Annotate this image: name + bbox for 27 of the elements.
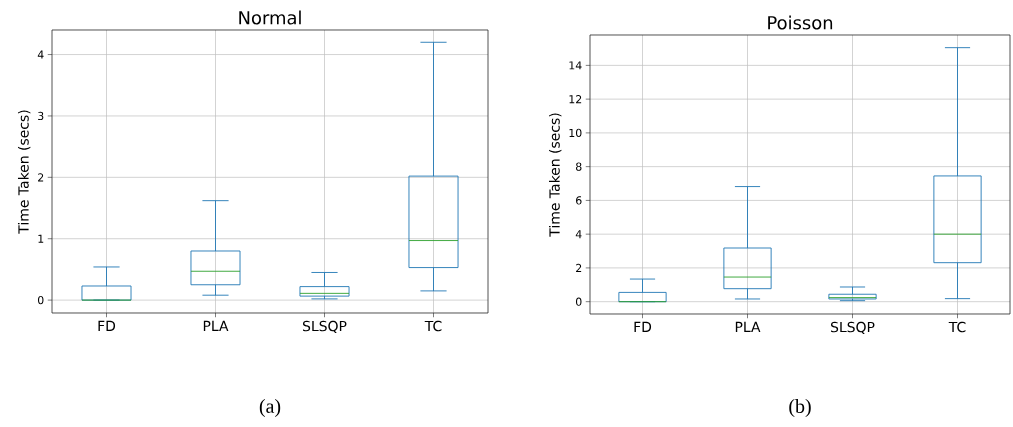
text: (a) [259, 398, 281, 418]
x-tick-label: FD [634, 321, 652, 332]
y-tick-label: 10 [569, 128, 582, 138]
x-tick-label: TC [424, 320, 442, 332]
chart-title: Poisson [768, 15, 833, 30]
y-tick-label: 12 [569, 95, 582, 104]
y-tick-label: 14 [569, 61, 582, 70]
y-tick-label: 0 [37, 295, 44, 305]
y-tick-label: 2 [38, 173, 44, 182]
y-axis-title: Time Taken (secs) [17, 110, 31, 234]
chart-title: Normal [239, 10, 301, 25]
text: (b) [789, 398, 811, 418]
y-tick-label: 4 [575, 230, 582, 239]
x-tick-label: SLSQP [830, 321, 875, 334]
y-tick-label: 3 [38, 111, 44, 121]
x-tick-label: SLSQP [302, 320, 347, 333]
x-tick-label: FD [98, 320, 116, 331]
y-axis-title: Time Taken (secs) [549, 113, 562, 237]
y-tick-label: 2 [576, 263, 582, 272]
y-tick-label: 8 [576, 162, 582, 171]
y-tick-label: 0 [575, 297, 582, 306]
y-tick-label: 1 [38, 234, 44, 243]
y-tick-label: 6 [576, 196, 582, 205]
x-tick-label: TC [948, 321, 966, 333]
x-tick-label: PLA [735, 321, 761, 332]
x-tick-label: PLA [203, 320, 229, 331]
y-tick-label: 4 [37, 50, 44, 59]
